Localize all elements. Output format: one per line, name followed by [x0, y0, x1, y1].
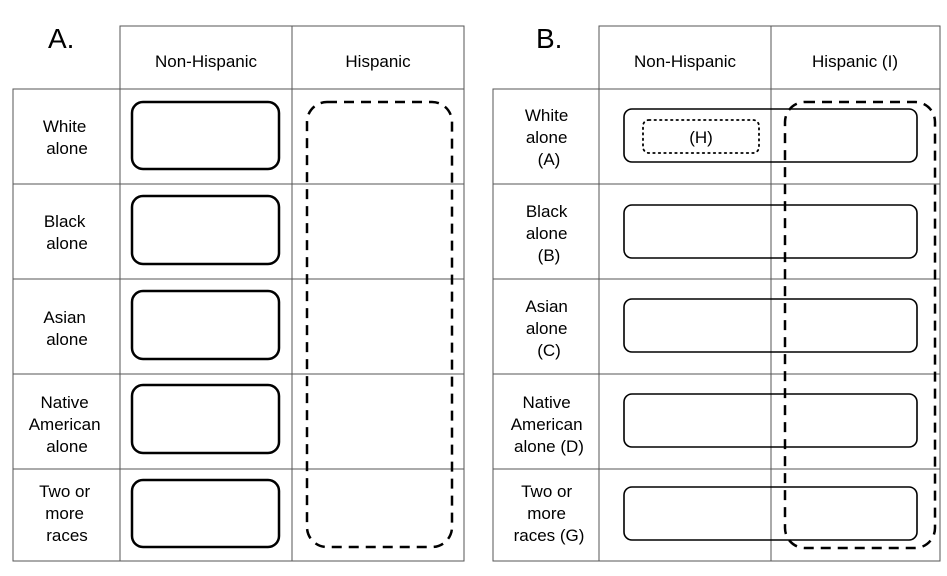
panel-b-row-label-white: White alone (A) — [525, 106, 573, 169]
panel-a-column-non-hispanic: Non-Hispanic — [155, 52, 258, 71]
panel-b-row-label-two-or-more: Two or more races (G) — [514, 482, 585, 545]
panel-a-cell — [291, 278, 465, 375]
panel-b-cell — [598, 88, 772, 185]
panel-b-label: B. — [536, 23, 562, 54]
panel-a-column-hispanic: Hispanic — [345, 52, 411, 71]
panel-b-header-non-hispanic — [598, 25, 772, 90]
panel-a-row-label-two-or-more: Two or more races — [39, 482, 95, 545]
panel-a-box-two-or-more-non-hispanic — [130, 478, 281, 549]
panel-a-row-label-cell — [12, 278, 121, 375]
panel-b-cell — [770, 88, 941, 185]
panel-a-row-label-cell — [12, 373, 121, 470]
panel-a-box-hispanic — [305, 100, 454, 549]
panel-b-row-label-black: Black alone (B) — [526, 202, 572, 265]
panel-a-cell — [119, 468, 293, 562]
panel-b-column-non-hispanic: Non-Hispanic — [634, 52, 737, 71]
panel-b-header-hispanic — [770, 25, 941, 90]
panel-a-row-label-cell — [12, 183, 121, 280]
panel-b-row-label-cell — [492, 468, 600, 562]
panel-a-box-white-non-hispanic — [130, 100, 281, 171]
panel-b-row-label-native-american: Native American alone (D) — [511, 393, 588, 456]
panel-b-box-black-alone — [623, 204, 918, 259]
panel-a-label: A. — [48, 23, 74, 54]
panel-b-box-white-alone — [623, 108, 918, 163]
panel-b-cell — [598, 278, 772, 375]
panel-a-row-label-native-american: Native American alone — [29, 393, 106, 456]
panel-b-box-native-american-alone — [623, 393, 918, 448]
panel-b-cell — [598, 373, 772, 470]
panel-a-cell — [291, 183, 465, 280]
panel-a-header-hispanic — [291, 25, 465, 90]
panel-a-header-non-hispanic — [119, 25, 293, 90]
panel-b-box-h-label: (H) — [689, 128, 713, 147]
panel-b-cell — [598, 183, 772, 280]
panel-b: B. Non-Hispanic Hispanic (I) White alone… — [492, 23, 941, 562]
panel-a-box-black-non-hispanic — [130, 194, 281, 266]
panel-b-cell — [770, 373, 941, 470]
panel-a-cell — [119, 373, 293, 470]
panel-b-row-label-cell — [492, 278, 600, 375]
panel-b-cell — [770, 468, 941, 562]
panel-a-row-label-black: Black alone — [44, 212, 90, 253]
panel-b-cell — [770, 278, 941, 375]
panel-b-box-asian-alone — [623, 298, 918, 353]
panel-b-cell — [598, 468, 772, 562]
panel-a-cell — [291, 373, 465, 470]
panel-b-row-label-asian: Asian alone (C) — [525, 297, 572, 360]
panel-a-row-label-asian: Asian alone — [43, 308, 90, 349]
panel-b-column-hispanic: Hispanic (I) — [812, 52, 898, 71]
panel-a-row-label-cell — [12, 468, 121, 562]
panel-a-box-native-american-non-hispanic — [130, 383, 281, 455]
panel-a-row-label-white: White alone — [43, 117, 91, 158]
panel-a-box-asian-non-hispanic — [130, 289, 281, 361]
panel-b-cell — [770, 183, 941, 280]
panel-b-box-hispanic-i — [783, 100, 937, 550]
panel-b-row-label-cell — [492, 88, 600, 185]
panel-a-row-label-cell — [12, 88, 121, 185]
panel-a: A. Non-Hispanic Hispanic White alone Bla… — [12, 23, 465, 562]
panel-b-row-label-cell — [492, 183, 600, 280]
panel-b-box-two-or-more — [623, 486, 918, 541]
